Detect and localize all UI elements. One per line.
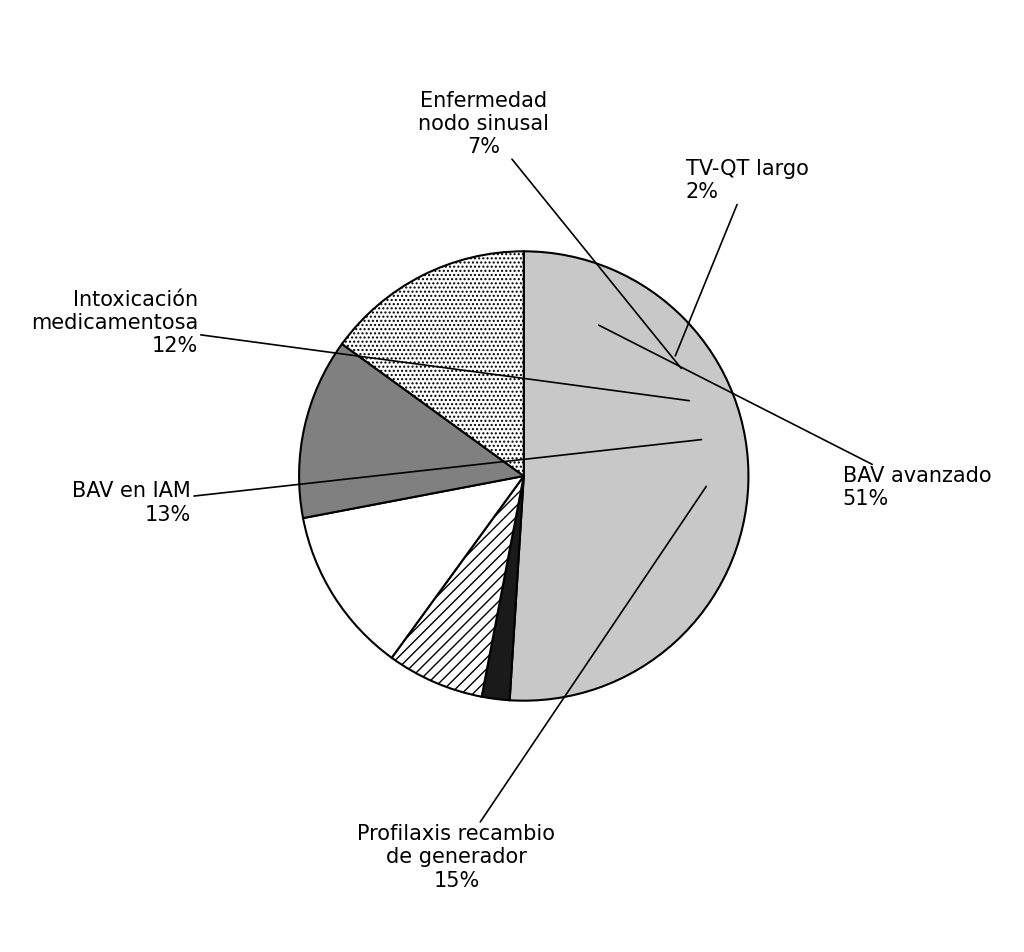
Text: Enfermedad
nodo sinusal
7%: Enfermedad nodo sinusal 7% <box>418 90 681 368</box>
Wedge shape <box>392 476 523 697</box>
Wedge shape <box>303 476 523 658</box>
Text: TV-QT largo
2%: TV-QT largo 2% <box>675 159 808 356</box>
Wedge shape <box>342 251 523 476</box>
Wedge shape <box>510 251 749 701</box>
Text: BAV en IAM
13%: BAV en IAM 13% <box>73 440 701 525</box>
Wedge shape <box>299 344 523 518</box>
Text: BAV avanzado
51%: BAV avanzado 51% <box>599 326 991 508</box>
Wedge shape <box>481 476 523 701</box>
Text: Intoxicación
medicamentosa
12%: Intoxicación medicamentosa 12% <box>31 290 689 401</box>
Text: Profilaxis recambio
de generador
15%: Profilaxis recambio de generador 15% <box>357 486 707 891</box>
